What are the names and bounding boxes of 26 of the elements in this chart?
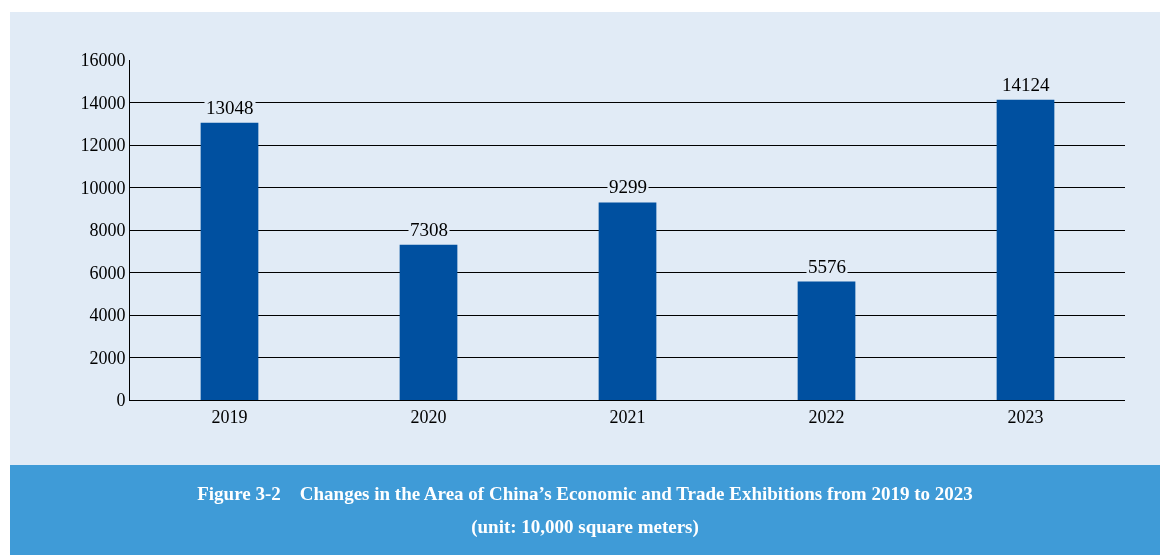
text: (unit: 10,000 square meters)	[470, 515, 700, 539]
bar	[598, 202, 657, 400]
bar	[200, 122, 259, 400]
x-tick-label: 2021	[609, 406, 646, 427]
bar	[399, 244, 458, 400]
bar	[797, 281, 856, 400]
bar	[996, 99, 1055, 400]
data-label: 7308	[410, 219, 448, 240]
x-tick-label: 2023	[1007, 406, 1044, 427]
data-label: 9299	[609, 176, 647, 197]
data-label: 5576	[808, 256, 846, 277]
y-tick-label: 16000	[80, 50, 126, 71]
y-tick-label: 6000	[89, 262, 126, 283]
y-tick-label: 0	[116, 390, 126, 411]
x-tick-label: 2020	[410, 406, 447, 427]
y-tick-label: 2000	[89, 347, 126, 368]
data-label: 13048	[206, 97, 254, 118]
y-tick-label: 4000	[89, 305, 126, 326]
y-tick-label: 14000	[80, 92, 126, 113]
y-tick-label: 12000	[80, 135, 126, 156]
text: Figure 3-2 Changes in the Area of China’s Economic and Trade Exhibitions from 2019 to 2023	[196, 482, 974, 506]
y-tick-label: 8000	[89, 220, 126, 241]
y-tick-label: 10000	[80, 177, 126, 198]
x-tick-label: 2019	[211, 406, 248, 427]
data-label: 14124	[1002, 74, 1050, 95]
x-tick-label: 2022	[808, 406, 845, 427]
